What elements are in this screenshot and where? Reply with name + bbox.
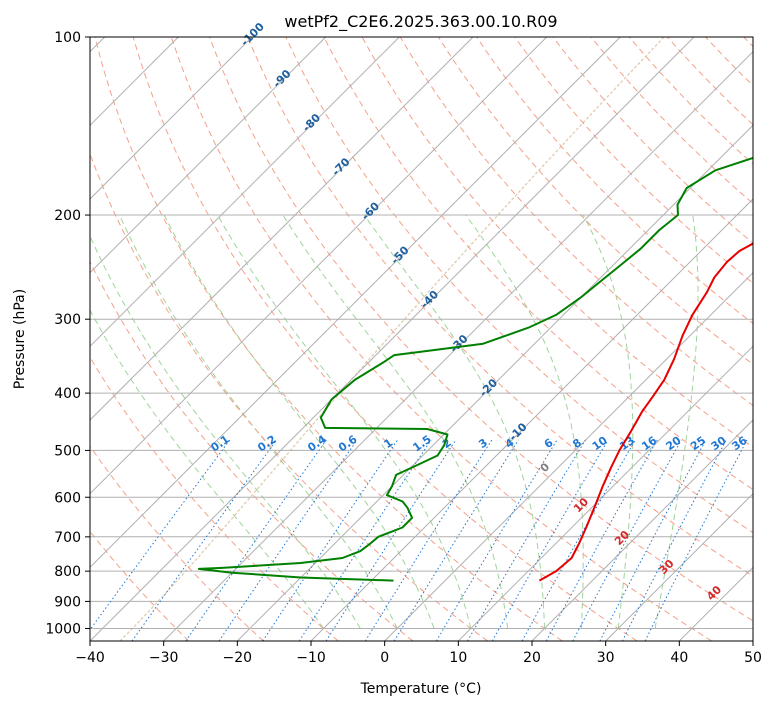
isotherm: [310, 198, 753, 641]
series-lines: [197, 156, 753, 582]
mixing-ratio-line: [364, 439, 493, 641]
grid-lines: [90, 37, 753, 641]
y-tick-label: 400: [54, 386, 81, 402]
dry-adiabat: [476, 37, 753, 325]
y-tick-label: 100: [54, 30, 81, 46]
dry-adiabat: [90, 356, 339, 641]
isotherm: [90, 37, 400, 348]
moist-adiabat: [282, 214, 509, 629]
x-tick-label: −20: [223, 650, 253, 666]
mixing-ratio-lines: [90, 439, 748, 641]
isotherm: [90, 37, 474, 421]
mixing-ratio-line: [545, 439, 658, 641]
mixing-ratio-line: [185, 439, 327, 641]
dry-adiabat: [323, 37, 753, 491]
mixing-ratio-line: [325, 439, 457, 641]
y-axis-label: Pressure (hPa): [12, 289, 28, 389]
dry-adiabat: [90, 445, 264, 641]
mixing-ratio-line: [393, 439, 519, 641]
mixing-ratio-line: [521, 439, 636, 641]
isotherm: [90, 37, 548, 495]
x-tick-label: 30: [597, 650, 615, 666]
y-tick-label: 1000: [45, 621, 81, 637]
dry-adiabat: [285, 37, 753, 534]
x-tick-label: 20: [523, 650, 541, 666]
y-tick-label: 800: [54, 564, 81, 580]
x-tick-label: −10: [296, 650, 326, 666]
isotherm: [90, 37, 695, 641]
mixing-ratio-line: [90, 439, 231, 631]
isotherm: [90, 37, 621, 569]
dry-adiabat: [94, 37, 563, 641]
isotherm: [163, 50, 753, 641]
dry-adiabat: [209, 37, 753, 622]
isotherm: [236, 124, 753, 641]
y-tick-label: 300: [54, 312, 81, 328]
isotherm: [531, 419, 753, 641]
x-axis-label: Temperature (°C): [360, 681, 482, 697]
temperature-line: [538, 242, 753, 582]
mixing-ratio-line: [467, 439, 586, 641]
x-axis-ticks: −40 −30 −20 −10 0 10 20 30 40 50: [75, 641, 762, 666]
y-tick-label: 700: [54, 530, 81, 546]
dry-adiabat: [170, 37, 712, 641]
isotherm: [384, 271, 753, 641]
dry-adiabat: [247, 37, 753, 577]
plot-area: [90, 37, 753, 641]
dry-adiabat: [514, 37, 753, 284]
dewpoint-line: [197, 156, 753, 582]
x-tick-label: 50: [744, 650, 762, 666]
reference-curve: [119, 37, 665, 641]
y-tick-label: 500: [54, 443, 81, 459]
y-tick-label: 600: [54, 490, 81, 506]
mixing-ratio-line: [644, 439, 748, 641]
y-tick-label: 200: [54, 208, 81, 224]
plot-frame: [89, 36, 754, 642]
isotherm: [457, 345, 753, 641]
x-tick-label: 40: [670, 650, 688, 666]
dry-adiabat: [90, 260, 414, 641]
mixing-ratio-line: [262, 439, 399, 641]
isotherm: [90, 37, 253, 200]
dry-adiabat: [132, 37, 638, 641]
moist-adiabat: [118, 214, 398, 629]
mixing-ratio-line: [218, 439, 358, 641]
y-axis-ticks: 100 200 300 400 500 600 700 800 900 1000: [45, 30, 90, 637]
x-tick-label: −30: [149, 650, 179, 666]
x-tick-label: −40: [75, 650, 105, 666]
isotherm: [605, 492, 753, 641]
x-tick-label: 0: [380, 650, 389, 666]
mixing-ratio-line: [491, 439, 609, 641]
isotherm: [90, 37, 327, 274]
mixing-ratio-line: [435, 439, 558, 641]
chart-title: wetPf2_C2E6.2025.363.00.10.R09: [284, 12, 557, 32]
mixing-ratio-line: [298, 439, 432, 641]
y-tick-label: 900: [54, 594, 81, 610]
x-tick-label: 10: [449, 650, 467, 666]
moist-adiabat: [90, 309, 324, 629]
